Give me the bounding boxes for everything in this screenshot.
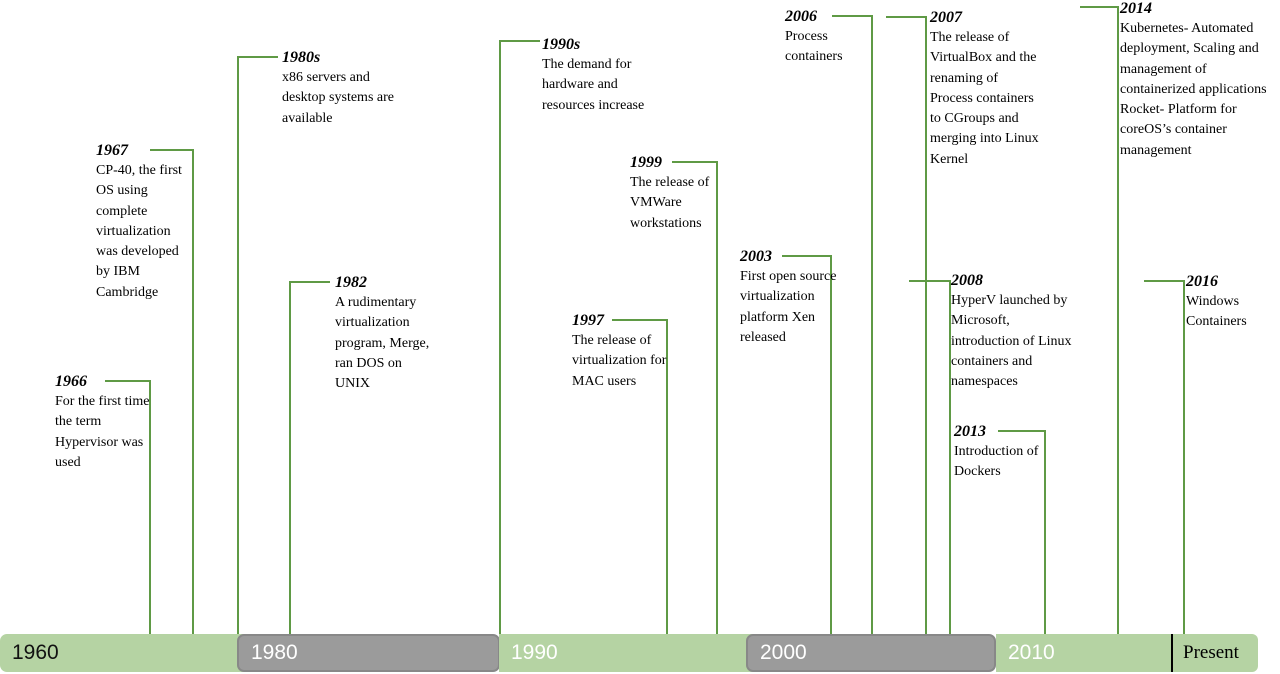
event-year: 1999 xyxy=(630,154,662,171)
event-description: The release of virtualization for MAC us… xyxy=(572,333,667,389)
event-year: 1966 xyxy=(55,373,87,390)
event-year: 1967 xyxy=(96,142,128,159)
event-1999: 1999 The release of VMWare workstations xyxy=(630,153,730,234)
event-year: 2006 xyxy=(785,8,817,25)
event-2013: 2013 Introduction of Dockers xyxy=(954,422,1049,483)
event-1966: 1966 For the first time the term Hypervi… xyxy=(55,372,155,473)
event-year: 1990s xyxy=(542,36,581,53)
connector-line-2016 xyxy=(1144,280,1185,636)
event-description: The demand for hardware and resources in… xyxy=(542,57,645,113)
event-2008: 2008 HyperV launched by Microsoft, intro… xyxy=(951,271,1076,392)
timeline-segment-2010: 2010 xyxy=(996,634,1171,672)
event-description: x86 servers and desktop systems are avai… xyxy=(282,70,394,126)
connector-line-1980s xyxy=(237,56,278,636)
event-description: HyperV launched by Microsoft, introducti… xyxy=(951,293,1072,390)
connector-line-1990s xyxy=(499,40,540,636)
timeline-segment-1980: 1980 xyxy=(237,634,500,672)
event-description: For the first time the term Hypervisor w… xyxy=(55,394,150,470)
event-description: First open source virtualization platfor… xyxy=(740,269,837,345)
connector-line-2007 xyxy=(886,16,927,636)
event-2016: 2016 Windows Containers xyxy=(1186,272,1276,333)
connector-line-2014 xyxy=(1080,6,1119,636)
event-year: 2014 xyxy=(1120,0,1152,17)
event-description: The release of VMWare workstations xyxy=(630,175,710,231)
event-description: Introduction of Dockers xyxy=(954,444,1039,480)
event-year: 1980s xyxy=(282,49,321,66)
connector-line-2008 xyxy=(909,280,951,636)
event-year: 1982 xyxy=(335,274,367,291)
event-year: 2007 xyxy=(930,9,962,26)
event-2007: 2007 The release of VirtualBox and the r… xyxy=(930,8,1042,170)
event-year: 2013 xyxy=(954,423,986,440)
event-1990s: 1990s The demand for hardware and resour… xyxy=(542,35,652,116)
event-year: 2008 xyxy=(951,272,983,289)
timeline-segment-2000: 2000 xyxy=(746,634,996,672)
event-year: 2016 xyxy=(1186,273,1218,290)
event-1980s: 1980s x86 servers and desktop systems ar… xyxy=(282,48,407,129)
event-year: 1997 xyxy=(572,312,604,329)
event-1967: 1967 CP-40, the first OS using complete … xyxy=(96,141,191,303)
event-description: The release of VirtualBox and the renami… xyxy=(930,30,1039,167)
event-description: CP-40, the first OS using complete virtu… xyxy=(96,163,182,300)
event-description: Windows Containers xyxy=(1186,294,1247,330)
event-description: A rudimentary virtualization program, Me… xyxy=(335,295,430,392)
event-1997: 1997 The release of virtualization for M… xyxy=(572,311,667,392)
event-1982: 1982 A rudimentary virtualization progra… xyxy=(335,273,440,394)
connector-line-1982 xyxy=(289,281,330,636)
timeline-segment-1990: 1990 xyxy=(499,634,759,672)
event-2003: 2003 First open source virtualization pl… xyxy=(740,247,840,348)
event-2014: 2014 Kubernetes- Automated deployment, S… xyxy=(1120,0,1280,161)
event-description: Kubernetes- Automated deployment, Scalin… xyxy=(1120,21,1267,158)
event-2006: 2006 Process containers xyxy=(785,7,867,68)
timeline-segment-present: Present xyxy=(1171,634,1258,672)
event-year: 2003 xyxy=(740,248,772,265)
timeline-segment-1960: 1960 xyxy=(0,634,262,672)
event-description: Process containers xyxy=(785,29,843,65)
